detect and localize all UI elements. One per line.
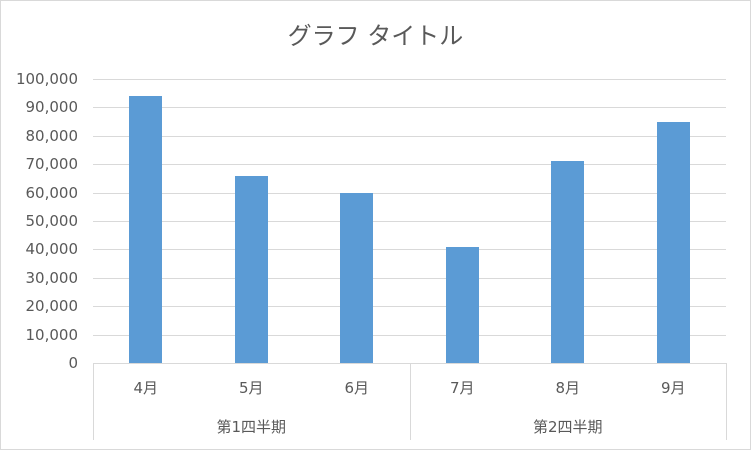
bar-8月[interactable] xyxy=(551,161,584,363)
y-axis-tick-label: 80,000 xyxy=(25,127,79,145)
x-axis-category-label: 5月 xyxy=(238,379,264,397)
gridline xyxy=(93,278,726,279)
gridline xyxy=(93,335,726,336)
y-axis-tick-label: 10,000 xyxy=(25,326,79,344)
x-axis-group-label: 第1四半期 xyxy=(216,418,287,436)
group-divider xyxy=(410,363,411,440)
bar-7月[interactable] xyxy=(446,247,479,363)
y-axis-tick-label: 100,000 xyxy=(15,70,78,88)
gridline xyxy=(93,249,726,250)
gridline xyxy=(93,164,726,165)
y-axis-tick-label: 30,000 xyxy=(25,269,79,287)
bar-5月[interactable] xyxy=(235,176,268,363)
gridline xyxy=(93,221,726,222)
x-axis-category-label: 7月 xyxy=(449,379,475,397)
bar-9月[interactable] xyxy=(657,122,690,363)
y-axis-tick-label: 50,000 xyxy=(25,212,79,230)
y-axis-tick-label: 0 xyxy=(68,354,78,372)
x-axis-category-label: 6月 xyxy=(344,379,370,397)
y-axis-tick-label: 90,000 xyxy=(25,98,79,116)
y-axis-tick-label: 20,000 xyxy=(25,297,79,315)
x-axis-category-label: 9月 xyxy=(660,379,686,397)
y-axis-tick-label: 60,000 xyxy=(25,184,79,202)
x-axis-group-label: 第2四半期 xyxy=(532,418,603,436)
y-axis-tick-label: 70,000 xyxy=(25,155,79,173)
x-axis-line xyxy=(93,363,726,364)
gridline xyxy=(93,193,726,194)
x-axis-category-label: 4月 xyxy=(133,379,159,397)
bar-6月[interactable] xyxy=(340,193,373,363)
y-axis-tick-label: 40,000 xyxy=(25,240,79,258)
gridline xyxy=(93,306,726,307)
group-divider xyxy=(93,363,94,440)
gridline xyxy=(93,107,726,108)
gridline xyxy=(93,136,726,137)
group-divider xyxy=(726,363,727,440)
gridline xyxy=(93,79,726,80)
bar-4月[interactable] xyxy=(129,96,162,363)
x-axis-category-label: 8月 xyxy=(555,379,581,397)
chart-title[interactable]: グラフ タイトル xyxy=(287,22,464,50)
